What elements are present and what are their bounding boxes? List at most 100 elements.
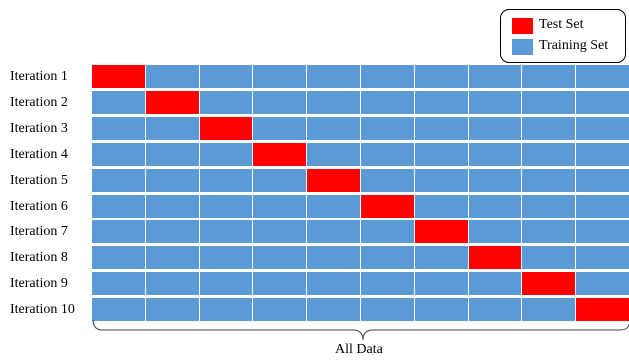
training-fold-cell bbox=[413, 194, 468, 218]
training-fold-cell bbox=[91, 298, 145, 322]
training-fold-cell bbox=[306, 90, 360, 114]
training-fold-cell bbox=[575, 220, 629, 244]
training-fold-cell bbox=[198, 142, 253, 166]
training-fold-cell bbox=[360, 90, 414, 114]
training-fold-cell bbox=[521, 116, 576, 140]
training-fold-cell bbox=[198, 298, 253, 322]
training-fold-cell bbox=[198, 65, 253, 88]
training-fold-cell bbox=[413, 116, 468, 140]
training-fold-cell bbox=[521, 90, 576, 114]
training-fold-cell bbox=[252, 298, 307, 322]
training-fold-cell bbox=[521, 298, 576, 322]
training-fold-cell bbox=[360, 65, 414, 88]
test-fold-cell bbox=[306, 168, 360, 192]
training-fold-cell bbox=[413, 246, 468, 270]
training-fold-cell bbox=[252, 168, 307, 192]
training-fold-cell bbox=[467, 298, 522, 322]
test-fold-cell bbox=[252, 142, 307, 166]
training-fold-cell bbox=[306, 116, 360, 140]
iteration-label: Iteration 1 bbox=[10, 69, 68, 84]
legend: Test Set Training Set bbox=[500, 9, 626, 63]
training-fold-cell bbox=[252, 65, 307, 88]
training-fold-cell bbox=[467, 90, 522, 114]
training-fold-cell bbox=[144, 142, 199, 166]
training-fold-cell bbox=[575, 142, 629, 166]
training-fold-cell bbox=[360, 220, 414, 244]
training-fold-cell bbox=[252, 116, 307, 140]
training-fold-cell bbox=[575, 272, 629, 296]
training-fold-cell bbox=[521, 168, 576, 192]
training-fold-cell bbox=[198, 220, 253, 244]
training-fold-cell bbox=[575, 65, 629, 88]
training-fold-cell bbox=[144, 246, 199, 270]
iteration-label: Iteration 3 bbox=[10, 120, 68, 136]
test-fold-cell bbox=[521, 272, 576, 296]
training-fold-cell bbox=[360, 116, 414, 140]
training-fold-cell bbox=[467, 272, 522, 296]
training-fold-cell bbox=[306, 246, 360, 270]
training-fold-cell bbox=[91, 168, 145, 192]
iteration-label: Iteration 2 bbox=[10, 94, 68, 110]
training-fold-cell bbox=[91, 194, 145, 218]
test-fold-cell bbox=[144, 90, 199, 114]
training-fold-cell bbox=[575, 116, 629, 140]
training-fold-cell bbox=[144, 272, 199, 296]
training-fold-cell bbox=[252, 90, 307, 114]
test-set-label: Test Set bbox=[539, 17, 584, 32]
training-fold-cell bbox=[360, 246, 414, 270]
iteration-label: Iteration 8 bbox=[10, 250, 68, 266]
training-fold-cell bbox=[521, 246, 576, 270]
all-data-label: All Data bbox=[335, 342, 383, 357]
training-fold-cell bbox=[521, 194, 576, 218]
training-fold-cell bbox=[306, 142, 360, 166]
training-fold-cell bbox=[91, 116, 145, 140]
training-fold-cell bbox=[467, 168, 522, 192]
training-fold-cell bbox=[252, 272, 307, 296]
training-fold-cell bbox=[467, 194, 522, 218]
test-fold-cell bbox=[413, 220, 468, 244]
training-set-swatch bbox=[512, 39, 533, 55]
test-fold-cell bbox=[91, 65, 145, 88]
training-fold-cell bbox=[198, 272, 253, 296]
training-fold-cell bbox=[306, 65, 360, 88]
training-fold-cell bbox=[144, 194, 199, 218]
training-fold-cell bbox=[306, 220, 360, 244]
training-fold-cell bbox=[360, 298, 414, 322]
iteration-label: Iteration 4 bbox=[10, 146, 68, 162]
training-fold-cell bbox=[252, 220, 307, 244]
training-fold-cell bbox=[91, 246, 145, 270]
training-fold-cell bbox=[467, 65, 522, 88]
training-fold-cell bbox=[198, 246, 253, 270]
training-fold-cell bbox=[575, 246, 629, 270]
training-fold-cell bbox=[91, 220, 145, 244]
training-fold-cell bbox=[198, 90, 253, 114]
training-fold-cell bbox=[252, 194, 307, 218]
training-fold-cell bbox=[144, 116, 199, 140]
test-set-swatch bbox=[512, 18, 533, 34]
training-fold-cell bbox=[521, 220, 576, 244]
training-fold-cell bbox=[144, 298, 199, 322]
training-fold-cell bbox=[360, 272, 414, 296]
iteration-label: Iteration 9 bbox=[10, 276, 68, 292]
iteration-label: Iteration 10 bbox=[10, 302, 75, 318]
training-fold-cell bbox=[575, 168, 629, 192]
training-fold-cell bbox=[144, 220, 199, 244]
training-fold-cell bbox=[91, 142, 145, 166]
training-fold-cell bbox=[91, 272, 145, 296]
training-fold-cell bbox=[467, 142, 522, 166]
training-fold-cell bbox=[252, 246, 307, 270]
training-fold-cell bbox=[306, 194, 360, 218]
training-set-label: Training Set bbox=[539, 38, 609, 53]
training-fold-cell bbox=[198, 168, 253, 192]
test-fold-cell bbox=[360, 194, 414, 218]
training-fold-cell bbox=[413, 168, 468, 192]
training-fold-cell bbox=[413, 65, 468, 88]
training-fold-cell bbox=[413, 142, 468, 166]
training-fold-cell bbox=[413, 272, 468, 296]
training-fold-cell bbox=[521, 142, 576, 166]
training-fold-cell bbox=[144, 65, 199, 88]
training-fold-cell bbox=[575, 194, 629, 218]
training-fold-cell bbox=[91, 90, 145, 114]
training-fold-cell bbox=[306, 298, 360, 322]
